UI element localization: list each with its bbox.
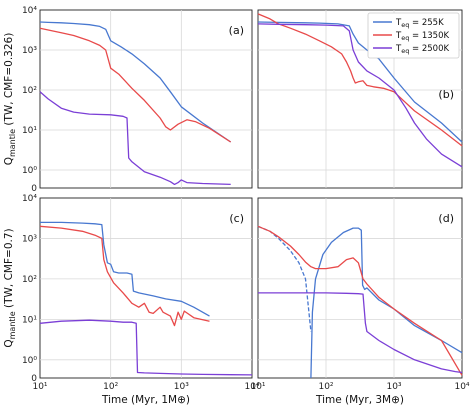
y-axis-label: Qmantle (TW, CMF=0.326)	[3, 33, 17, 166]
legend: Teq = 255K Teq = 1350K Teq = 2500K	[367, 12, 460, 59]
y-tick-label: 0	[31, 374, 37, 384]
y-tick-label: 10⁴	[22, 194, 37, 204]
x-tick-label: 10⁴	[454, 382, 469, 392]
legend-entry: Teq = 1350K	[395, 31, 449, 42]
x-tick-label: 10¹	[32, 382, 47, 392]
x-tick-label: 10³	[174, 382, 189, 392]
series-line	[39, 225, 210, 327]
series-line	[257, 13, 463, 147]
y-tick-label: 10⁴	[22, 6, 37, 16]
legend-box	[367, 12, 460, 59]
panel-4: 10¹ 10² 10³ 10⁴ (d) Time (Myr, 3M⊕)	[250, 197, 470, 406]
panel-3: 0 10⁰ 10¹ 10² 10³ 10⁴ 10¹ 10² 10³ 10⁴ (c) Time (Myr…	[3, 194, 260, 406]
series-line	[257, 23, 463, 168]
y-tick-label: 10⁰	[22, 166, 37, 176]
y-tick-label: 10¹	[22, 126, 37, 136]
series-line	[257, 21, 463, 143]
series-line	[39, 91, 231, 186]
x-tick-label: 10⁴	[244, 382, 259, 392]
x-tick-label: 10²	[318, 382, 333, 392]
series-line	[39, 21, 232, 143]
y-tick-label: 10²	[22, 275, 37, 285]
x-tick-label: 10³	[386, 382, 401, 392]
panel-label: (d)	[438, 212, 454, 225]
legend-entry: Teq = 255K	[395, 18, 444, 29]
y-tick-label: 10¹	[22, 315, 37, 325]
x-axis-label: Time (Myr, 3M⊕)	[315, 394, 404, 406]
series-line	[39, 27, 232, 143]
panel-label: (b)	[438, 88, 454, 101]
y-tick-label: 0	[31, 184, 37, 194]
x-tick-label: 10²	[103, 382, 118, 392]
x-axis-label: Time (Myr, 1M⊕)	[101, 394, 190, 406]
x-tick-label: 10¹	[250, 382, 265, 392]
y-axis-label: Qmantle (TW, CMF=0.7)	[3, 228, 17, 347]
series-line	[258, 292, 463, 374]
plot-frame	[39, 9, 253, 189]
panel-1: 0 10⁰ 10¹ 10² 10³ 10⁴ (a) Qmantle (TW, CMF=0.32…	[3, 6, 253, 194]
series-line	[40, 221, 210, 317]
y-tick-label: 10³	[22, 234, 37, 244]
y-tick-label: 10³	[22, 46, 37, 56]
panel-label: (a)	[229, 24, 244, 37]
y-tick-label: 10²	[22, 86, 37, 96]
y-tick-label: 10⁰	[22, 356, 37, 366]
series-line	[257, 225, 463, 376]
plot-frame	[257, 197, 463, 379]
panel-label: (c)	[229, 212, 244, 225]
series-line	[39, 319, 253, 376]
plot-frame	[39, 197, 253, 379]
legend-entry: Teq = 2500K	[395, 44, 449, 55]
